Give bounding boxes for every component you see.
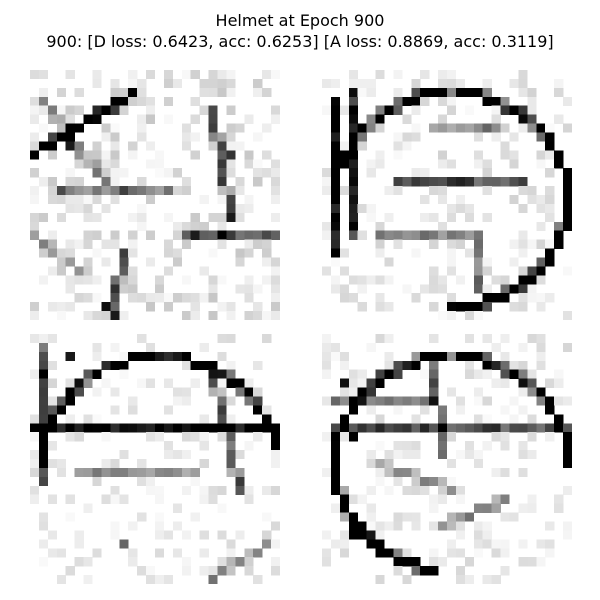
generated-sample-2 [322, 70, 572, 320]
sample-1-pixels [30, 70, 280, 320]
sample-3-pixels [30, 334, 280, 584]
generated-sample-1 [30, 70, 280, 320]
figure-title: Helmet at Epoch 900 900: [D loss: 0.6423… [0, 10, 600, 52]
sample-2-pixels [322, 70, 572, 320]
generated-sample-3 [30, 334, 280, 584]
generated-sample-4 [322, 334, 572, 584]
title-line-epoch: Helmet at Epoch 900 [215, 11, 385, 30]
title-line-metrics: 900: [D loss: 0.6423, acc: 0.6253] [A lo… [46, 32, 554, 51]
sample-4-pixels [322, 334, 572, 584]
